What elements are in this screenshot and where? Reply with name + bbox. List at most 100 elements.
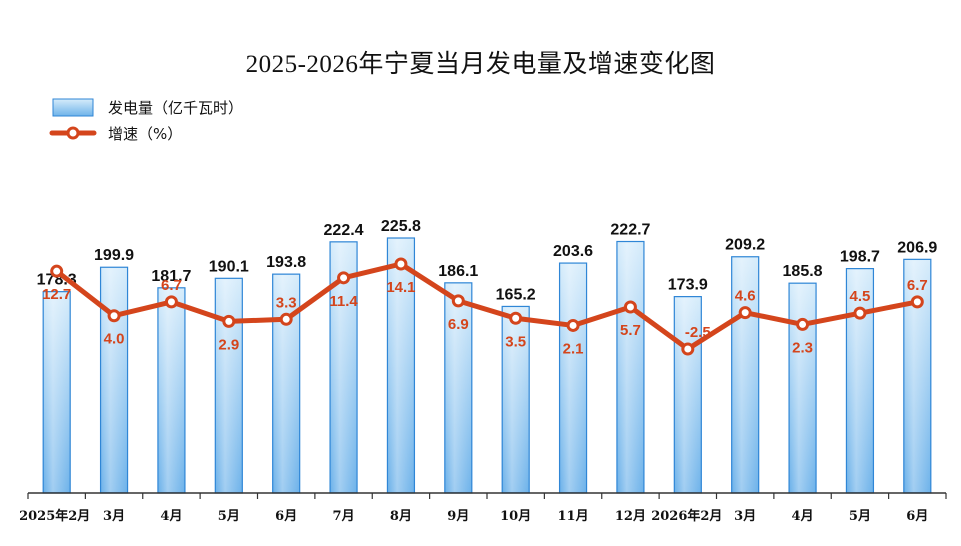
x-tick-label: 11月 xyxy=(558,509,589,524)
bar-highlight xyxy=(388,239,414,492)
x-tick-label: 2026年2月 xyxy=(651,508,722,524)
bar-value-label: 225.8 xyxy=(381,218,421,235)
x-tick-label: 3月 xyxy=(103,509,125,524)
growth-point xyxy=(107,309,121,323)
growth-value-label: 2.1 xyxy=(563,340,584,357)
growth-point xyxy=(796,317,810,331)
bar-value-label: 198.7 xyxy=(840,249,880,266)
growth-point xyxy=(509,311,523,325)
legend: 发电量（亿千瓦时） 增速（%） xyxy=(49,98,243,143)
growth-value-label: 4.6 xyxy=(735,288,756,305)
legend-line-marker xyxy=(66,126,80,140)
growth-point xyxy=(337,271,351,285)
bar-highlight xyxy=(904,260,930,492)
bar-highlight xyxy=(617,242,643,492)
legend-bar-swatch xyxy=(52,98,94,117)
growth-point xyxy=(681,342,695,356)
growth-point xyxy=(623,300,637,314)
growth-point xyxy=(566,318,580,332)
growth-value-label: 6.9 xyxy=(448,316,469,333)
bar-value-label: 193.8 xyxy=(266,254,306,271)
growth-value-label: 2.3 xyxy=(792,339,813,356)
growth-value-label: 3.3 xyxy=(276,294,297,311)
bar-highlight xyxy=(158,288,184,492)
bar-highlight xyxy=(790,284,816,492)
bar-highlight xyxy=(503,307,529,492)
growth-value-label: 6.7 xyxy=(161,277,182,294)
growth-value-label: -2.5 xyxy=(685,324,711,341)
legend-bar-label: 发电量（亿千瓦时） xyxy=(108,99,243,117)
bar-highlight xyxy=(732,257,758,492)
x-tick-label: 5月 xyxy=(849,509,871,524)
bar-value-label: 203.6 xyxy=(553,243,593,260)
x-tick-label: 2025年2月 xyxy=(19,508,90,524)
growth-value-label: 4.0 xyxy=(104,331,125,348)
growth-point xyxy=(853,306,867,320)
x-tick-label: 3月 xyxy=(734,509,756,524)
bar xyxy=(558,262,588,494)
bar-value-label: 173.9 xyxy=(668,277,708,294)
growth-value-labels: 12.7 4.0 6.7 2.9 3.3 11.4 14.1 6.9 3.5 2.1 5.7 -2.5… xyxy=(42,277,928,358)
bar xyxy=(673,296,702,494)
bar xyxy=(214,277,243,494)
x-tick-label: 6月 xyxy=(906,509,928,524)
bar-highlight xyxy=(44,292,70,492)
bar-highlight xyxy=(560,264,586,492)
bar-value-label: 165.2 xyxy=(496,286,536,303)
bar xyxy=(42,291,71,494)
bar-value-label: 181.7 xyxy=(151,268,191,285)
x-tick-label: 8月 xyxy=(390,509,412,524)
bar-value-label: 185.8 xyxy=(783,263,823,280)
bar-value-label: 186.1 xyxy=(438,263,478,280)
growth-value-label: 12.7 xyxy=(42,286,71,303)
bar-value-label: 206.9 xyxy=(897,239,937,256)
growth-point xyxy=(738,306,752,320)
growth-value-label: 4.5 xyxy=(850,288,871,305)
growth-value-label: 3.5 xyxy=(505,333,526,350)
x-tick-label: 6月 xyxy=(275,509,297,524)
bar-highlight xyxy=(675,297,701,492)
bar-highlight xyxy=(216,279,242,492)
x-tick-label: 12月 xyxy=(615,509,646,524)
growth-line xyxy=(50,257,924,356)
bar-highlight xyxy=(445,283,471,492)
growth-value-label: 6.7 xyxy=(907,277,928,294)
x-tick-label: 4月 xyxy=(160,509,182,524)
growth-point xyxy=(394,257,408,271)
bar xyxy=(903,258,932,494)
x-tick-label: 9月 xyxy=(447,509,469,524)
bar-value-label: 199.9 xyxy=(94,247,134,264)
growth-line-path xyxy=(55,261,918,352)
x-axis: 2025年2月 3月 4月 5月 6月 7月 8月 9月 10月 11月 12月 2026年2月 3月 4… xyxy=(19,492,947,524)
growth-point xyxy=(50,264,64,278)
bar xyxy=(444,282,473,494)
bar xyxy=(386,237,416,494)
bar xyxy=(731,256,760,494)
growth-point xyxy=(910,295,924,309)
growth-value-label: 5.7 xyxy=(620,322,641,339)
bar-value-label: 190.1 xyxy=(209,258,249,275)
bar xyxy=(788,282,817,494)
chart-title: 2025-2026年宁夏当月发电量及增速变化图 xyxy=(245,51,716,78)
x-tick-label: 7月 xyxy=(333,509,355,524)
x-tick-label: 5月 xyxy=(218,509,240,524)
growth-value-label: 11.4 xyxy=(329,293,358,310)
growth-point xyxy=(451,294,465,308)
growth-point xyxy=(164,295,178,309)
growth-point xyxy=(279,312,293,326)
legend-line-label: 增速（%） xyxy=(108,125,182,143)
growth-value-label: 2.9 xyxy=(218,336,239,353)
bar xyxy=(501,305,530,494)
bar xyxy=(157,287,186,494)
growth-value-label: 14.1 xyxy=(386,279,415,296)
x-tick-label: 10月 xyxy=(500,509,531,524)
bar xyxy=(616,240,645,494)
bar-value-label: 222.7 xyxy=(610,222,650,239)
bar-value-label: 209.2 xyxy=(725,237,765,254)
growth-point xyxy=(222,314,236,328)
x-tick-label: 4月 xyxy=(792,509,814,524)
bar-highlight xyxy=(101,268,127,492)
bar-value-label: 222.4 xyxy=(324,222,364,239)
